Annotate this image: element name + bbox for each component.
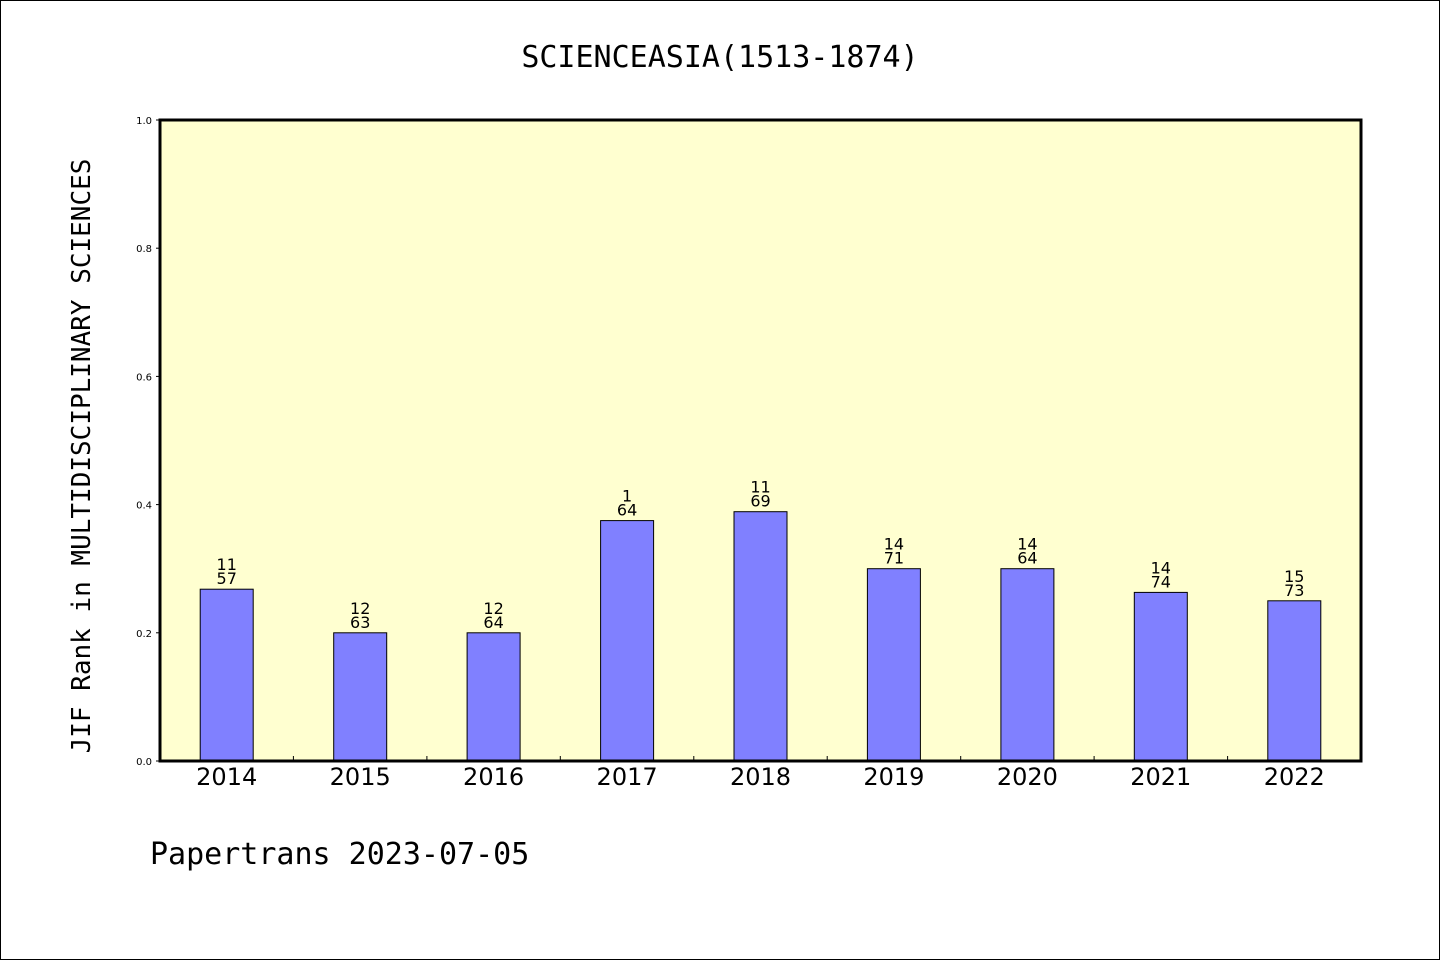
x-tick-label-2020: 2020	[997, 763, 1058, 791]
bar-total-label-2020: 64	[1017, 549, 1037, 568]
y-tick-label-1.0: 1.0	[136, 116, 152, 127]
bars-layer	[199, 511, 1322, 762]
y-tick-label-0.4: 0.4	[136, 501, 152, 512]
x-tick-label-2022: 2022	[1264, 763, 1325, 791]
bar-total-label-2022: 73	[1284, 581, 1304, 600]
bar-total-label-2018: 69	[750, 492, 770, 511]
bar-rank-label-2020: 14	[1017, 535, 1037, 554]
bar-2018	[733, 511, 788, 762]
bar-rank-label-2019: 14	[884, 535, 904, 554]
bar-rank-label-2021: 14	[1151, 558, 1171, 577]
y-axis: 0.0 0.2 0.4 0.6 0.8 1.0	[136, 116, 160, 768]
bar-2020	[1000, 568, 1055, 762]
bar-rank-label-2016: 12	[483, 599, 503, 618]
bar-2019	[866, 568, 921, 762]
y-axis-label: JIF Rank in MULTIDISCIPLINARY SCIENCES	[67, 159, 97, 754]
x-tick-label-2021: 2021	[1130, 763, 1191, 791]
bar-rank-label-2018: 11	[750, 478, 770, 497]
bar-rank-label-2015: 12	[350, 599, 370, 618]
bar-2017	[600, 520, 655, 762]
bar-2016	[466, 632, 521, 762]
bar-total-label-2017: 64	[617, 501, 637, 520]
bar-rank-label-2014: 11	[217, 555, 237, 574]
bar-total-label-2021: 74	[1151, 572, 1171, 591]
bar-total-label-2016: 64	[483, 613, 503, 632]
x-tick-label-2019: 2019	[863, 763, 924, 791]
x-tick-label-2014: 2014	[196, 763, 257, 791]
x-tick-label-2016: 2016	[463, 763, 524, 791]
bar-rank-label-2022: 15	[1284, 567, 1304, 586]
bar-total-label-2015: 63	[350, 613, 370, 632]
bar-2022	[1267, 600, 1322, 762]
bar-total-label-2014: 57	[217, 569, 237, 588]
x-tick-label-2015: 2015	[330, 763, 391, 791]
bar-total-label-2019: 71	[884, 549, 904, 568]
y-tick-label-0.2: 0.2	[136, 629, 152, 640]
footer-text: Papertrans 2023-07-05	[150, 837, 529, 872]
bar-2015	[333, 632, 388, 762]
y-tick-label-0.0: 0.0	[136, 757, 152, 768]
x-axis: 2014 2015 2016 2017 2018 2019 2020 2021 2022	[196, 756, 1325, 791]
x-tick-label-2017: 2017	[597, 763, 658, 791]
y-tick-label-0.8: 0.8	[136, 244, 152, 255]
x-tick-label-2018: 2018	[730, 763, 791, 791]
y-tick-label-0.6: 0.6	[136, 372, 152, 383]
chart-title: SCIENCEASIA(1513-1874)	[521, 40, 918, 75]
bar-2021	[1133, 591, 1188, 762]
bar-rank-label-2017: 1	[622, 487, 632, 506]
bar-2014	[199, 588, 254, 762]
plot-border	[158, 118, 1363, 763]
